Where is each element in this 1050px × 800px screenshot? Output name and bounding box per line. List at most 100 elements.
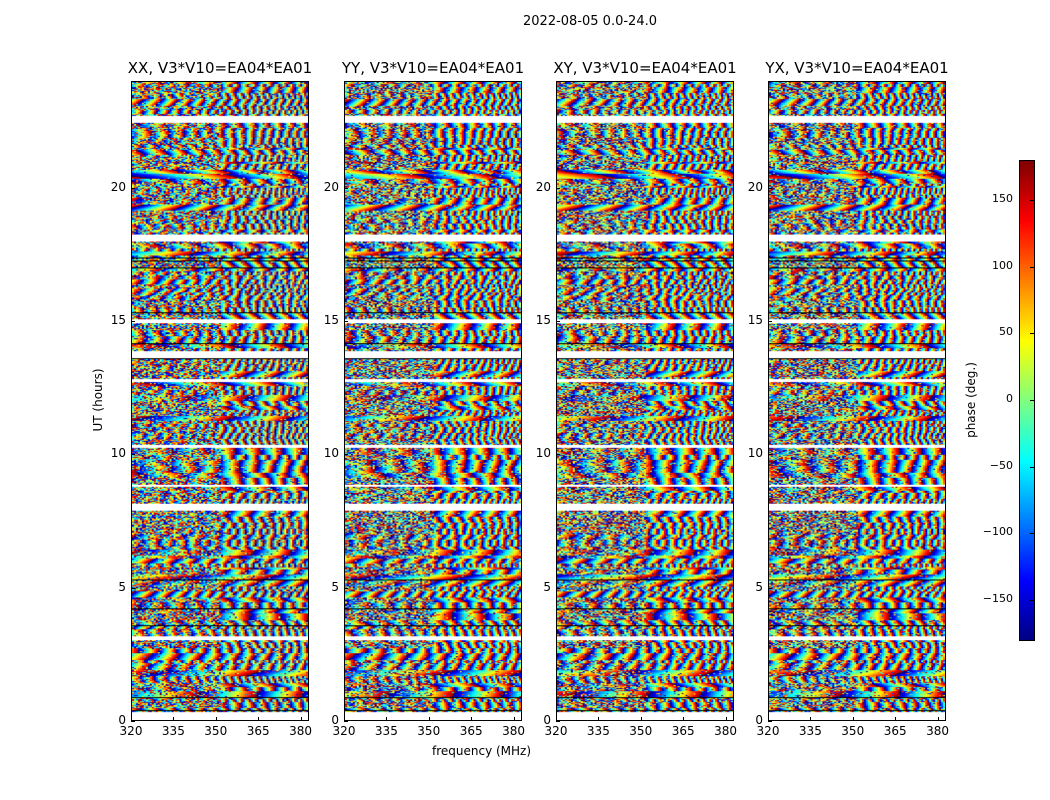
x-tick-label: 365 xyxy=(671,724,695,738)
panel-title: YY, V3*V10=EA04*EA01 xyxy=(341,59,525,77)
x-tick-label: 350 xyxy=(417,724,441,738)
colorbar-tick-label: 50 xyxy=(999,325,1013,339)
x-tick-label: 335 xyxy=(586,724,610,738)
y-tick-label: 15 xyxy=(323,313,339,327)
x-tick-label: 320 xyxy=(332,724,356,738)
y-tick-label: 5 xyxy=(118,579,126,594)
x-tick-label: 380 xyxy=(926,724,949,738)
colorbar-tick-mark xyxy=(1030,600,1034,601)
y-tick-label: 10 xyxy=(323,446,339,461)
colorbar-tick-mark xyxy=(1030,200,1034,201)
y-tick-label: 20 xyxy=(535,179,551,194)
y-axis-label: UT (hours) xyxy=(91,368,105,432)
x-tick-label: 350 xyxy=(629,724,653,738)
x-tick-mark xyxy=(513,717,515,721)
x-tick-label: 320 xyxy=(119,724,143,738)
y-tick-label: 20 xyxy=(323,179,339,194)
figure-title: 2022-08-05 0.0-24.0 xyxy=(523,14,657,29)
y-tick-label: 0 xyxy=(118,713,126,727)
x-tick-mark xyxy=(895,717,897,721)
colorbar-tick-mark xyxy=(1030,333,1034,335)
x-tick-mark xyxy=(258,717,260,721)
x-tick-mark xyxy=(471,717,473,721)
x-tick-mark xyxy=(300,717,302,721)
x-tick-label: 320 xyxy=(756,724,780,738)
x-tick-label: 380 xyxy=(714,724,737,738)
colorbar-tick-label: −100 xyxy=(982,525,1013,539)
y-tick-label: 10 xyxy=(747,446,763,461)
y-tick-label: 15 xyxy=(535,313,551,327)
colorbar-tick-label: 0 xyxy=(1006,392,1013,405)
x-tick-mark xyxy=(386,717,388,721)
x-tick-mark xyxy=(683,717,685,721)
panel-title: XY, V3*V10=EA04*EA01 xyxy=(553,59,737,77)
x-tick-mark xyxy=(852,717,854,721)
heatmap-panel xyxy=(131,81,309,721)
y-tick-mark xyxy=(556,187,560,189)
y-tick-mark xyxy=(131,454,135,456)
heatmap-panel xyxy=(344,81,522,721)
y-tick-mark xyxy=(556,587,560,589)
x-tick-mark xyxy=(725,717,727,721)
y-tick-mark xyxy=(344,721,348,722)
y-tick-label: 0 xyxy=(543,713,551,727)
y-tick-mark xyxy=(556,721,560,722)
x-tick-label: 365 xyxy=(459,724,483,738)
y-tick-mark xyxy=(344,321,348,322)
y-tick-label: 10 xyxy=(110,446,126,461)
x-tick-mark xyxy=(556,717,557,721)
y-tick-mark xyxy=(131,187,135,189)
x-tick-label: 320 xyxy=(544,724,568,738)
y-tick-mark xyxy=(556,321,560,322)
x-tick-mark xyxy=(640,717,642,721)
y-tick-mark xyxy=(131,321,135,322)
y-tick-label: 0 xyxy=(755,713,763,727)
y-tick-mark xyxy=(768,721,772,722)
y-tick-mark xyxy=(768,454,772,456)
heatmap-panel xyxy=(556,81,734,721)
colorbar-tick-mark xyxy=(1030,533,1034,535)
x-tick-label: 335 xyxy=(798,724,822,738)
x-tick-label: 350 xyxy=(841,724,865,738)
y-tick-label: 15 xyxy=(747,313,763,327)
y-tick-mark xyxy=(556,454,560,456)
x-tick-mark xyxy=(768,717,769,721)
y-tick-mark xyxy=(768,321,772,322)
y-tick-label: 10 xyxy=(535,446,551,461)
colorbar xyxy=(1019,160,1035,641)
y-tick-label: 0 xyxy=(331,713,339,727)
y-tick-label: 5 xyxy=(543,579,551,594)
y-tick-label: 5 xyxy=(755,579,763,594)
x-tick-mark xyxy=(598,717,600,721)
colorbar-tick-label: 150 xyxy=(992,192,1013,205)
heatmap-panel xyxy=(768,81,946,721)
y-tick-mark xyxy=(768,187,772,189)
y-tick-mark xyxy=(131,721,135,722)
colorbar-tick-label: 100 xyxy=(992,258,1013,272)
y-tick-mark xyxy=(344,454,348,456)
colorbar-tick-mark xyxy=(1030,400,1034,401)
y-tick-label: 15 xyxy=(110,313,126,327)
x-tick-mark xyxy=(131,717,132,721)
x-tick-mark xyxy=(173,717,175,721)
x-tick-label: 380 xyxy=(289,724,312,738)
x-tick-label: 365 xyxy=(883,724,907,738)
x-tick-label: 365 xyxy=(246,724,270,738)
colorbar-tick-label: −150 xyxy=(982,592,1013,605)
y-tick-label: 20 xyxy=(747,179,763,194)
x-tick-mark xyxy=(215,717,217,721)
x-tick-label: 335 xyxy=(374,724,398,738)
x-tick-mark xyxy=(937,717,939,721)
colorbar-label: phase (deg.) xyxy=(964,362,978,438)
colorbar-tick-label: −50 xyxy=(989,458,1013,472)
x-tick-label: 335 xyxy=(161,724,185,738)
x-tick-label: 350 xyxy=(204,724,228,738)
y-tick-mark xyxy=(344,587,348,589)
panel-title: XX, V3*V10=EA04*EA01 xyxy=(127,59,313,77)
x-tick-label: 380 xyxy=(502,724,525,738)
x-axis-label: frequency (MHz) xyxy=(432,744,532,758)
y-tick-mark xyxy=(344,187,348,189)
y-tick-label: 20 xyxy=(110,179,126,194)
x-tick-mark xyxy=(344,717,345,721)
y-tick-mark xyxy=(131,587,135,589)
